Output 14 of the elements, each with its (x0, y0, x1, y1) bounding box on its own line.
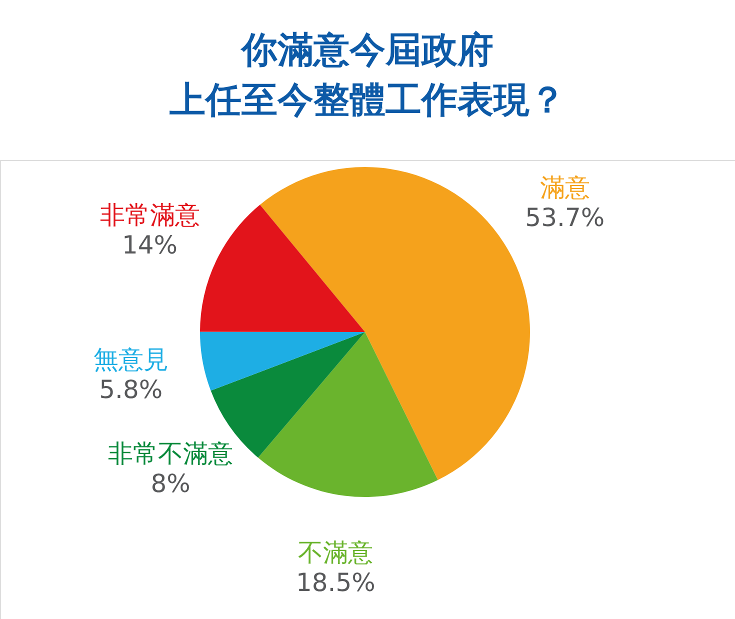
slice-label: 無意見 (93, 344, 168, 374)
data-label: 18.5% (296, 568, 376, 598)
slice-label: 非常不滿意 (108, 439, 234, 468)
slice-label: 非常滿意 (100, 200, 200, 230)
data-label: 14% (122, 230, 178, 260)
pie-slice (200, 204, 365, 332)
pie-slice (258, 332, 438, 497)
data-label: 8% (150, 469, 190, 498)
data-label: 53.7% (525, 202, 605, 232)
data-label: 5.8% (99, 374, 163, 404)
slice-label: 不滿意 (298, 538, 374, 568)
slice-label: 滿意 (540, 172, 590, 202)
pie-slice (200, 332, 365, 391)
chart-title: 你滿意今屆政府上任至今整體工作表現？ (170, 29, 566, 121)
